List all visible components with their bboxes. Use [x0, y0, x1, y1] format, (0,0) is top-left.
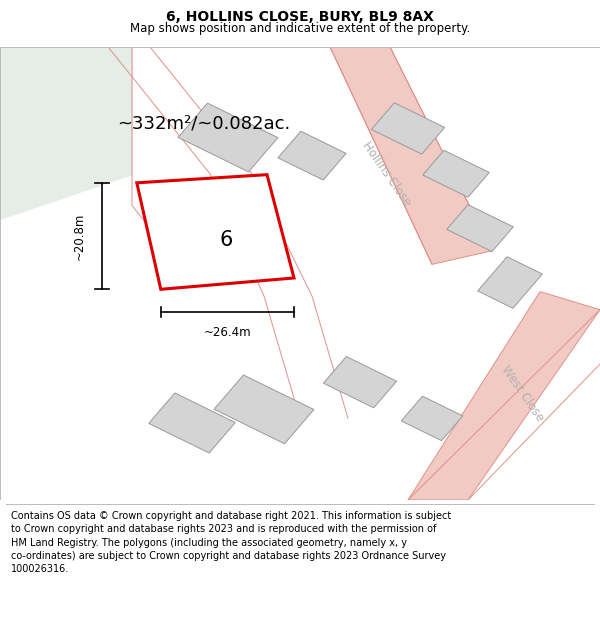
Polygon shape [408, 291, 600, 500]
Text: ~20.8m: ~20.8m [73, 213, 86, 260]
Text: ~26.4m: ~26.4m [203, 326, 251, 339]
Text: 6, HOLLINS CLOSE, BURY, BL9 8AX: 6, HOLLINS CLOSE, BURY, BL9 8AX [166, 10, 434, 24]
Polygon shape [401, 396, 463, 441]
Polygon shape [371, 102, 445, 154]
Polygon shape [178, 103, 278, 172]
Polygon shape [478, 257, 542, 308]
Text: Contains OS data © Crown copyright and database right 2021. This information is : Contains OS data © Crown copyright and d… [11, 511, 451, 574]
Polygon shape [323, 356, 397, 408]
Polygon shape [214, 375, 314, 444]
Text: Hollins Close: Hollins Close [360, 139, 414, 208]
Text: West Close: West Close [498, 363, 546, 424]
Text: Map shows position and indicative extent of the property.: Map shows position and indicative extent… [130, 22, 470, 35]
Text: 6: 6 [220, 230, 233, 250]
Polygon shape [447, 204, 513, 252]
Polygon shape [278, 131, 346, 180]
Polygon shape [330, 47, 492, 264]
Polygon shape [423, 150, 489, 198]
Polygon shape [149, 393, 235, 453]
Text: ~332m²/~0.082ac.: ~332m²/~0.082ac. [118, 115, 290, 133]
Polygon shape [0, 47, 132, 219]
Polygon shape [137, 174, 294, 289]
